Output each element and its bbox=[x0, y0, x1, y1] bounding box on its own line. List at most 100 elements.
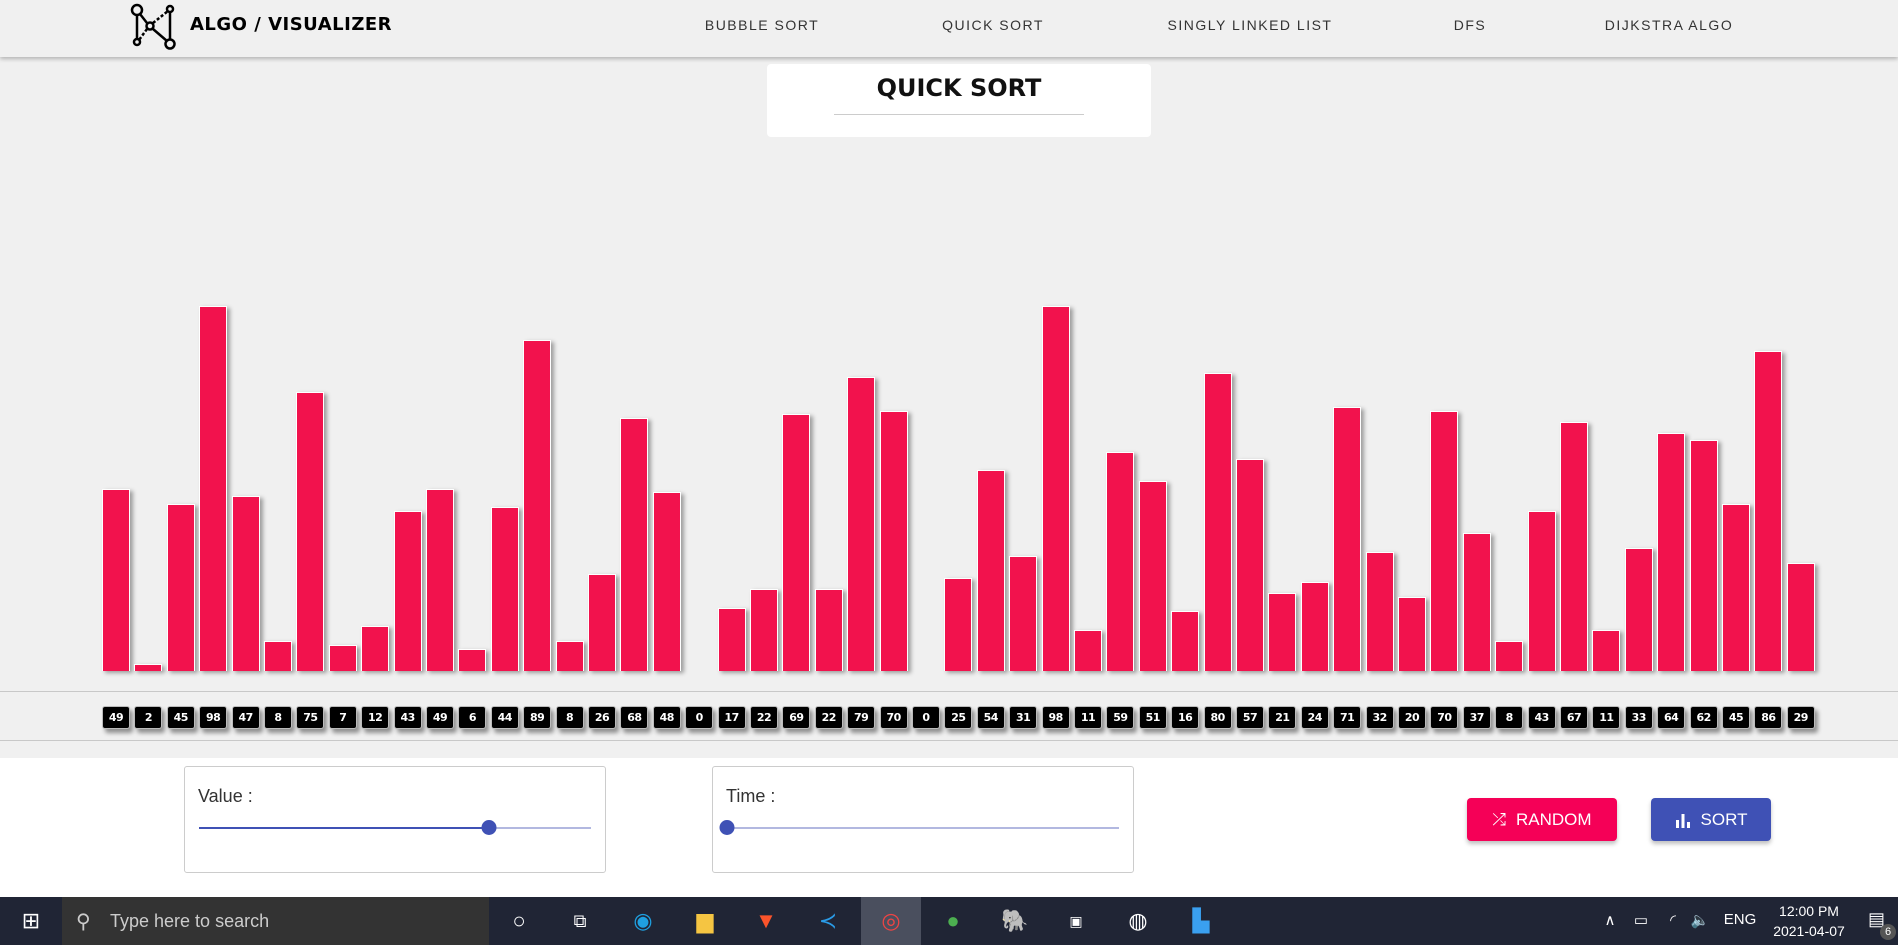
bar bbox=[490, 507, 519, 671]
bar bbox=[134, 663, 163, 671]
bar bbox=[361, 626, 390, 671]
value-label: 11 bbox=[1074, 706, 1102, 729]
value-label: 8 bbox=[555, 706, 584, 729]
bar bbox=[652, 492, 681, 671]
bar bbox=[620, 418, 649, 671]
brave-icon[interactable]: ▼ bbox=[755, 908, 777, 933]
value-label: 70 bbox=[879, 706, 908, 729]
clock[interactable]: 12:00 PM 2021-04-07 bbox=[1770, 901, 1848, 941]
battery-icon[interactable]: ▭ bbox=[1633, 912, 1649, 929]
value-label: 64 bbox=[1657, 706, 1686, 729]
value-label: 0 bbox=[685, 706, 714, 729]
bar bbox=[1203, 373, 1232, 671]
bar bbox=[1009, 555, 1038, 671]
value-slider[interactable] bbox=[199, 820, 591, 835]
bar bbox=[523, 339, 552, 671]
bar bbox=[199, 306, 228, 671]
value-label: 89 bbox=[523, 706, 552, 729]
brand-title[interactable]: ALGO / VISUALIZER bbox=[190, 14, 393, 35]
vscode-icon[interactable]: ≺ bbox=[818, 908, 838, 933]
chrome-icon[interactable]: ◎ bbox=[861, 897, 921, 945]
value-slider-thumb[interactable] bbox=[481, 820, 497, 835]
value-label: 79 bbox=[847, 706, 876, 729]
file-explorer-icon[interactable]: ▆ bbox=[696, 908, 714, 933]
random-button[interactable]: ⤮ RANDOM bbox=[1467, 798, 1617, 841]
bar bbox=[588, 574, 616, 671]
cortana-icon[interactable]: ○ bbox=[512, 908, 526, 933]
header: ALGO / VISUALIZER BUBBLE SORT QUICK SORT… bbox=[0, 0, 1898, 57]
value-label: 32 bbox=[1365, 706, 1394, 729]
value-label: 43 bbox=[1527, 706, 1556, 729]
search-placeholder: Type here to search bbox=[110, 910, 270, 931]
value-label: 31 bbox=[1009, 706, 1038, 729]
nav-dfs[interactable]: DFS bbox=[1453, 17, 1487, 33]
bar bbox=[1333, 406, 1362, 671]
mongodb-icon[interactable]: ● bbox=[946, 908, 960, 933]
value-label: 24 bbox=[1300, 706, 1329, 729]
value-label: 37 bbox=[1462, 706, 1491, 729]
taskbar: ⊞ ⚲ Type here to search ○ ⧉ ◉ ▆ ▼ ≺ ◎ ● … bbox=[0, 897, 1898, 945]
bar bbox=[166, 503, 195, 671]
app-icon[interactable]: ◍ bbox=[1128, 908, 1148, 933]
value-label: 80 bbox=[1203, 706, 1232, 729]
bar bbox=[750, 589, 778, 671]
bar bbox=[1657, 432, 1686, 671]
value-label: 98 bbox=[199, 706, 228, 729]
value-label: 2 bbox=[134, 706, 163, 729]
notifications-icon[interactable]: ▤ bbox=[1868, 909, 1886, 929]
value-label: 45 bbox=[166, 706, 195, 729]
language-indicator[interactable]: ENG bbox=[1723, 911, 1757, 928]
photos-icon[interactable]: ▙ bbox=[1192, 908, 1210, 933]
value-label: 33 bbox=[1624, 706, 1653, 729]
pgadmin-icon[interactable]: 🐘 bbox=[1001, 908, 1029, 933]
value-label: 49 bbox=[426, 706, 454, 729]
value-label: 25 bbox=[944, 706, 973, 729]
wifi-icon[interactable]: ◜ bbox=[1670, 912, 1676, 929]
value-label: 62 bbox=[1689, 706, 1718, 729]
value-label: 49 bbox=[102, 706, 130, 729]
value-label: 6 bbox=[458, 706, 487, 729]
bar bbox=[1041, 306, 1070, 671]
bar bbox=[1365, 551, 1394, 671]
task-view-icon[interactable]: ⧉ bbox=[573, 910, 587, 931]
value-label: 11 bbox=[1592, 706, 1621, 729]
bar bbox=[1592, 630, 1621, 671]
value-label: 0 bbox=[912, 706, 940, 729]
bar bbox=[1527, 511, 1556, 671]
bar bbox=[102, 488, 130, 671]
value-label: 68 bbox=[620, 706, 649, 729]
nav-dijkstra[interactable]: DIJKSTRA ALGO bbox=[1604, 17, 1734, 33]
bar bbox=[1398, 596, 1426, 671]
value-label: 71 bbox=[1333, 706, 1362, 729]
value-label: 86 bbox=[1754, 706, 1783, 729]
clock-time: 12:00 PM bbox=[1779, 903, 1839, 919]
value-label: 17 bbox=[717, 706, 746, 729]
chevron-up-icon[interactable]: ∧ bbox=[1604, 912, 1616, 929]
bar bbox=[1689, 440, 1718, 671]
edge-icon[interactable]: ◉ bbox=[633, 908, 653, 933]
nav-quick-sort[interactable]: QUICK SORT bbox=[942, 17, 1044, 33]
clock-date: 2021-04-07 bbox=[1773, 923, 1845, 939]
bar bbox=[944, 578, 973, 671]
taskbar-search[interactable]: ⚲ Type here to search bbox=[62, 897, 489, 945]
value-label: 59 bbox=[1106, 706, 1135, 729]
nav-singly-linked-list[interactable]: SINGLY LINKED LIST bbox=[1167, 17, 1333, 33]
value-label: 21 bbox=[1268, 706, 1297, 729]
volume-icon[interactable]: 🔈 bbox=[1690, 912, 1710, 929]
bar bbox=[328, 644, 357, 671]
title-underline bbox=[834, 114, 1084, 115]
nav-bubble-sort[interactable]: BUBBLE SORT bbox=[704, 17, 820, 33]
title-card: QUICK SORT bbox=[767, 64, 1151, 137]
bar bbox=[264, 641, 292, 671]
bar bbox=[1462, 533, 1491, 671]
bar bbox=[1786, 563, 1815, 671]
time-slider-thumb[interactable] bbox=[719, 820, 735, 835]
time-slider[interactable] bbox=[719, 820, 1119, 835]
bar bbox=[458, 648, 487, 671]
windows-start-icon[interactable]: ⊞ bbox=[21, 908, 41, 933]
bar-chart-icon bbox=[1675, 813, 1690, 828]
bar bbox=[976, 470, 1005, 671]
value-label: 48 bbox=[652, 706, 681, 729]
sort-button[interactable]: SORT bbox=[1651, 798, 1771, 841]
intellij-icon[interactable]: ▣ bbox=[1069, 912, 1083, 929]
